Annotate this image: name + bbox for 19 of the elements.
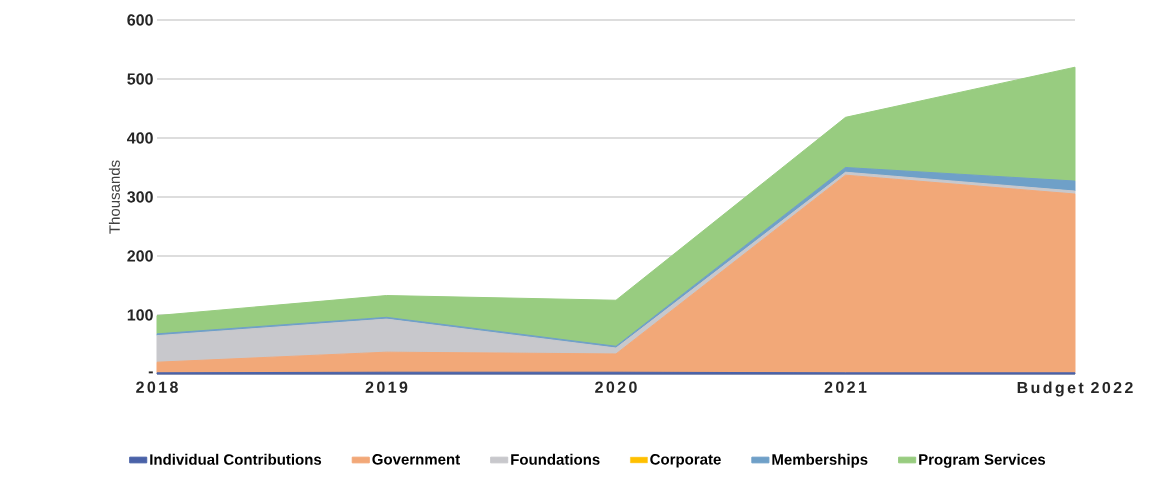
legend-label: Individual Contributions <box>150 453 322 465</box>
y-tick-label: 600 <box>127 14 153 26</box>
y-tick-label: - <box>148 371 153 374</box>
x-tick-label: 2021 <box>824 381 867 393</box>
legend-label: Government <box>372 454 460 465</box>
y-tick-label: 300 <box>127 191 153 203</box>
legend-label: Program Services <box>919 453 1046 468</box>
x-tick-label: 2020 <box>595 381 637 393</box>
y-tick-label: 500 <box>127 73 153 85</box>
y-tick-label: 200 <box>127 250 153 262</box>
y-axis-title: Thousands <box>108 160 120 234</box>
x-tick-label: Budget 2022 <box>1017 381 1133 397</box>
x-tick-label: 2019 <box>365 381 408 393</box>
legend-label: Foundations <box>511 453 600 465</box>
legend-label: Memberships <box>772 453 868 468</box>
legend-label: Corporate <box>650 454 721 468</box>
y-tick-label: 400 <box>127 132 153 144</box>
x-tick-label: 2018 <box>136 381 178 393</box>
y-tick-label: 100 <box>127 309 153 321</box>
